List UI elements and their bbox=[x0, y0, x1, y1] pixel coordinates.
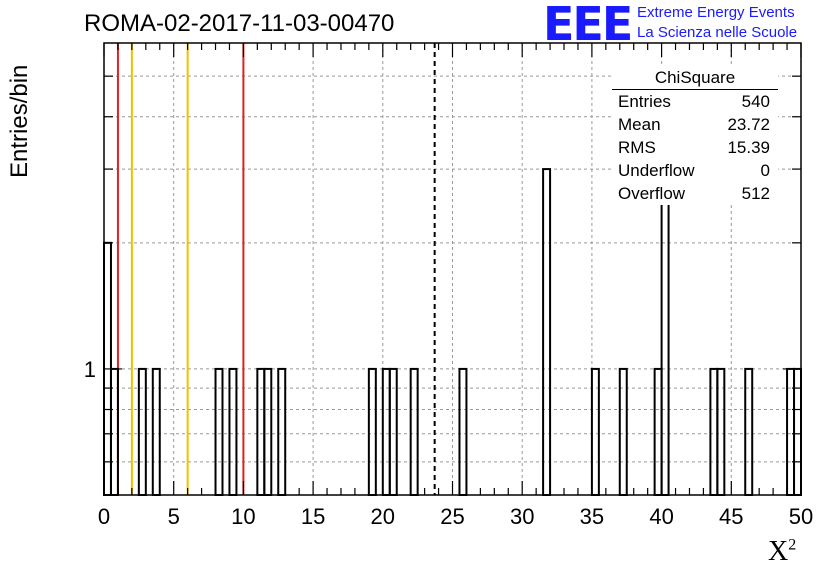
stats-box: ChiSquare Entries 540 Mean 23.72 RMS 15.… bbox=[612, 66, 778, 205]
stats-row: Overflow 512 bbox=[612, 182, 778, 205]
x-tick-label: 25 bbox=[440, 504, 464, 529]
stats-label: Overflow bbox=[618, 184, 686, 203]
stats-value: 512 bbox=[741, 184, 770, 203]
stats-value: 15.39 bbox=[727, 138, 770, 157]
stats-row: Entries 540 bbox=[612, 90, 778, 113]
x-tick-label: 20 bbox=[371, 504, 395, 529]
x-tick-label: 45 bbox=[719, 504, 743, 529]
stats-row: Underflow 0 bbox=[612, 159, 778, 182]
eee-logo-mark: EEE bbox=[543, 0, 633, 51]
x-tick-label: 35 bbox=[580, 504, 604, 529]
stats-label: RMS bbox=[618, 138, 656, 157]
x-tick-label: 50 bbox=[789, 504, 813, 529]
x-tick-label: 15 bbox=[301, 504, 325, 529]
y-axis-label: Entries/bin bbox=[6, 64, 33, 178]
histogram-bin bbox=[542, 168, 552, 496]
stats-value: 0 bbox=[760, 161, 770, 180]
stats-value: 540 bbox=[741, 92, 770, 111]
x-tick-label: 30 bbox=[510, 504, 534, 529]
histogram-bin bbox=[660, 168, 670, 496]
logo-line-2: La Scienza nelle Scuole bbox=[637, 24, 798, 41]
x-tick-label: 5 bbox=[168, 504, 180, 529]
stats-title: ChiSquare bbox=[612, 66, 778, 90]
stats-label: Entries bbox=[618, 92, 671, 111]
x-axis-label: X2 bbox=[768, 536, 797, 567]
x-tick-label: 10 bbox=[231, 504, 255, 529]
chart-title: ROMA-02-2017-11-03-00470 bbox=[84, 10, 395, 37]
stats-row: RMS 15.39 bbox=[612, 136, 778, 159]
stats-row: Mean 23.72 bbox=[612, 113, 778, 136]
stats-value: 23.72 bbox=[727, 115, 770, 134]
x-tick-label: 40 bbox=[649, 504, 673, 529]
stats-label: Mean bbox=[618, 115, 661, 134]
x-tick-label: 0 bbox=[98, 504, 110, 529]
stats-label: Underflow bbox=[618, 161, 695, 180]
eee-logo: EEE Extreme Energy Events La Scienza nel… bbox=[543, 0, 833, 51]
y-tick-label: 1 bbox=[84, 357, 96, 382]
logo-line-1: Extreme Energy Events bbox=[637, 4, 795, 21]
